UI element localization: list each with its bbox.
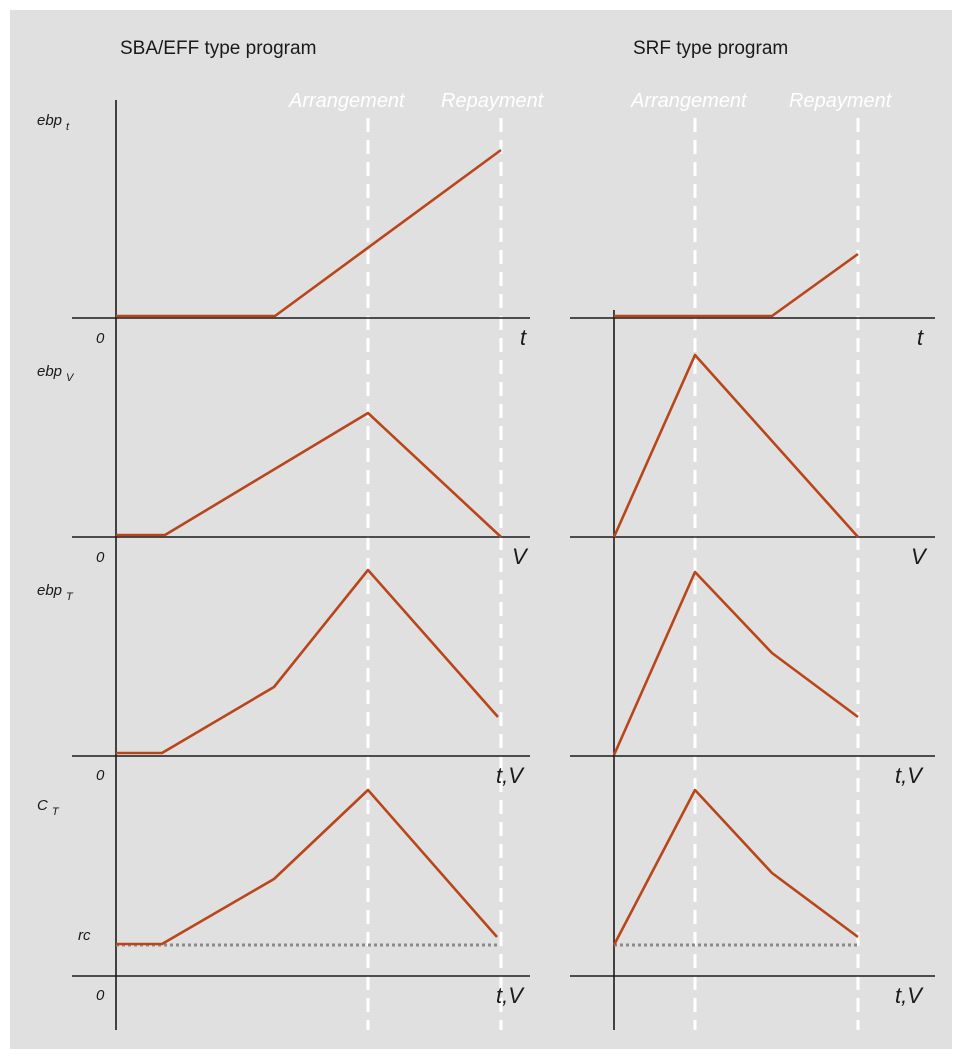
left-column-title: SBA/EFF type program xyxy=(120,38,316,59)
diagram-canvas: SBA/EFF type program SRF type program Ar… xyxy=(37,38,935,1030)
left-x-label-row4: t,V xyxy=(496,983,525,1008)
left-c-T-curve xyxy=(116,788,498,946)
y-label-row3: ebp T xyxy=(37,582,74,603)
left-x-label-row3: t,V xyxy=(496,763,525,788)
left-x-label-row2: V xyxy=(512,544,529,569)
left-repayment-label: Repayment xyxy=(441,90,545,112)
left-ebp-t-curve xyxy=(116,148,502,318)
zero-label-row2: 0 xyxy=(96,549,105,566)
rc-label: rc xyxy=(78,927,91,944)
zero-label-row3: 0 xyxy=(96,767,105,784)
right-ebp-t-curve xyxy=(614,252,859,318)
right-ebp-T-curve xyxy=(612,570,859,756)
figure-panel: SBA/EFF type program SRF type program Ar… xyxy=(10,10,952,1049)
left-ebp-v-curve xyxy=(116,411,502,538)
y-label-row2: ebp V xyxy=(37,363,75,384)
left-arrangement-label: Arrangement xyxy=(288,90,406,112)
right-column-title: SRF type program xyxy=(633,38,788,59)
zero-label-row1: 0 xyxy=(96,330,105,347)
right-x-label-row1: t xyxy=(917,325,924,350)
right-c-T-curve xyxy=(612,788,859,946)
right-arrangement-label: Arrangement xyxy=(630,90,748,112)
right-x-label-row4: t,V xyxy=(895,983,924,1008)
right-repayment-label: Repayment xyxy=(789,90,893,112)
right-x-label-row2: V xyxy=(911,544,928,569)
y-label-row1: ebp t xyxy=(37,112,70,133)
zero-label-row4: 0 xyxy=(96,987,105,1004)
right-x-label-row3: t,V xyxy=(895,763,924,788)
left-ebp-T-curve xyxy=(116,568,499,755)
left-x-label-row1: t xyxy=(520,325,527,350)
right-ebp-v-curve xyxy=(612,353,859,538)
